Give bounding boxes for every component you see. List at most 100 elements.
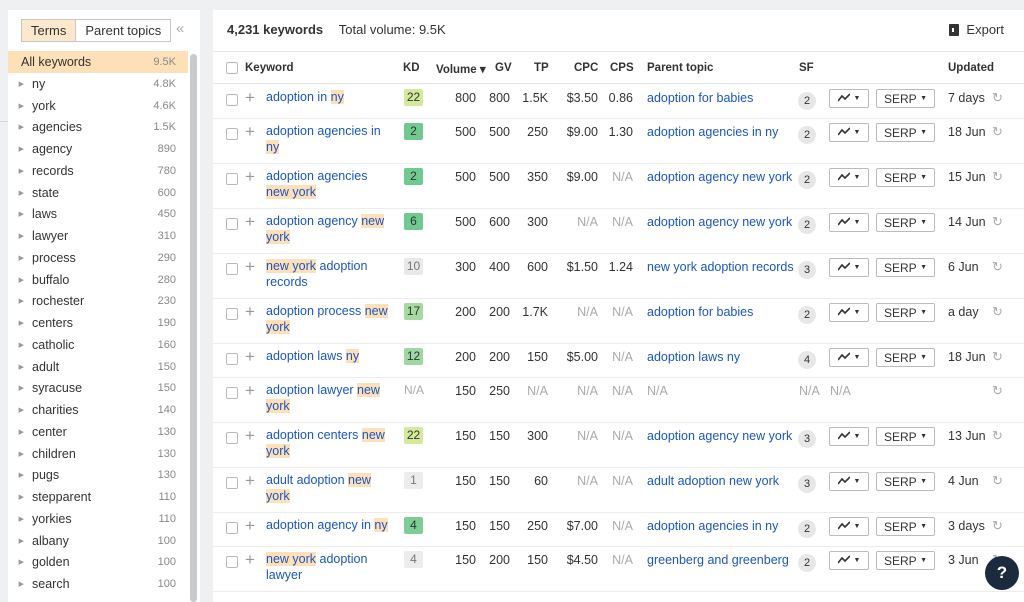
expand-arrow-icon[interactable]: ▶ — [18, 428, 24, 436]
parent-topic-link[interactable]: adoption agencies in ny — [647, 125, 779, 139]
col-kd[interactable]: KD — [403, 62, 420, 74]
expand-arrow-icon[interactable]: ▶ — [18, 102, 24, 110]
sf-count-badge[interactable]: 4 — [798, 351, 816, 369]
term-item[interactable]: ▶ laws 450 — [8, 204, 188, 226]
parent-topic-link[interactable]: adoption agency new york — [647, 170, 793, 184]
expand-arrow-icon[interactable]: ▶ — [18, 341, 24, 349]
trend-dropdown[interactable]: ▼ — [829, 517, 869, 536]
term-item[interactable]: ▶ catholic 160 — [8, 334, 188, 356]
term-item[interactable]: ▶ lawyer 310 — [8, 225, 188, 247]
add-to-list-icon[interactable]: + — [245, 122, 255, 141]
term-item[interactable]: ▶ golden 100 — [8, 552, 188, 574]
keyword-link[interactable]: adoption laws ny — [266, 349, 391, 365]
expand-arrow-icon[interactable]: ▶ — [18, 559, 24, 567]
serp-dropdown[interactable]: SERP ▼ — [876, 517, 935, 536]
row-checkbox[interactable] — [226, 263, 238, 275]
trend-dropdown[interactable]: ▼ — [829, 551, 869, 570]
col-cpc[interactable]: CPC — [574, 62, 599, 74]
term-item[interactable]: ▶ process 290 — [8, 247, 188, 269]
sf-count-badge[interactable]: 3 — [798, 261, 816, 279]
term-item[interactable]: ▶ ny 4.8K — [8, 73, 188, 95]
refresh-icon[interactable]: ↻ — [992, 383, 1003, 398]
sf-count-badge[interactable]: 3 — [798, 475, 816, 493]
tab-terms[interactable]: Terms — [21, 19, 77, 42]
add-to-list-icon[interactable]: + — [245, 302, 255, 321]
row-checkbox[interactable] — [226, 387, 238, 399]
expand-arrow-icon[interactable]: ▶ — [18, 385, 24, 393]
expand-arrow-icon[interactable]: ▶ — [18, 146, 24, 154]
refresh-icon[interactable]: ↻ — [992, 473, 1003, 488]
expand-arrow-icon[interactable]: ▶ — [18, 472, 24, 480]
term-item[interactable]: ▶ buffalo 280 — [8, 269, 188, 291]
sf-count-badge[interactable]: 2 — [798, 171, 816, 189]
col-volume[interactable]: Volume ▾ — [436, 64, 486, 76]
row-checkbox[interactable] — [226, 218, 238, 230]
term-item[interactable]: ▶ centers 190 — [8, 312, 188, 334]
refresh-icon[interactable]: ↻ — [992, 349, 1003, 364]
refresh-icon[interactable]: ↻ — [992, 428, 1003, 443]
parent-topic-link[interactable]: adoption agency new york — [647, 215, 793, 229]
term-item[interactable]: ▶ stepparent 110 — [8, 486, 188, 508]
refresh-icon[interactable]: ↻ — [992, 259, 1003, 274]
add-to-list-icon[interactable]: + — [245, 347, 255, 366]
term-item[interactable]: ▶ charities 140 — [8, 399, 188, 421]
term-item[interactable]: ▶ records 780 — [8, 160, 188, 182]
expand-arrow-icon[interactable]: ▶ — [18, 211, 24, 219]
sf-count-badge[interactable]: 2 — [798, 92, 816, 110]
refresh-icon[interactable]: ↻ — [992, 304, 1003, 319]
parent-topic-link[interactable]: adoption agencies in ny — [647, 519, 779, 533]
keyword-link[interactable]: adoption centers new york — [266, 428, 391, 459]
refresh-icon[interactable]: ↻ — [992, 124, 1003, 139]
expand-arrow-icon[interactable]: ▶ — [18, 537, 24, 545]
expand-arrow-icon[interactable]: ▶ — [18, 320, 24, 328]
trend-dropdown[interactable]: ▼ — [829, 348, 869, 367]
export-button[interactable]: Export — [949, 22, 1004, 37]
col-gv[interactable]: GV — [495, 62, 512, 74]
parent-topic-link[interactable]: adoption for babies — [647, 305, 754, 319]
keyword-link[interactable]: new york adoption records — [266, 259, 391, 290]
expand-arrow-icon[interactable]: ▶ — [18, 450, 24, 458]
serp-dropdown[interactable]: SERP ▼ — [876, 427, 935, 446]
row-checkbox[interactable] — [226, 556, 238, 568]
row-checkbox[interactable] — [226, 173, 238, 185]
keyword-link[interactable]: adoption process new york — [266, 304, 391, 335]
col-updated[interactable]: Updated — [948, 62, 994, 74]
trend-dropdown[interactable]: ▼ — [829, 89, 869, 108]
add-to-list-icon[interactable]: + — [245, 471, 255, 490]
col-tp[interactable]: TP — [534, 62, 549, 74]
serp-dropdown[interactable]: SERP ▼ — [876, 258, 935, 277]
serp-dropdown[interactable]: SERP ▼ — [876, 348, 935, 367]
add-to-list-icon[interactable]: + — [245, 212, 255, 231]
serp-dropdown[interactable]: SERP ▼ — [876, 213, 935, 232]
term-item[interactable]: ▶ center 130 — [8, 421, 188, 443]
parent-topic-link[interactable]: adoption for babies — [647, 91, 754, 105]
expand-arrow-icon[interactable]: ▶ — [18, 80, 24, 88]
refresh-icon[interactable]: ↻ — [992, 214, 1003, 229]
expand-arrow-icon[interactable]: ▶ — [18, 124, 24, 132]
parent-topic-link[interactable]: adoption agency new york — [647, 429, 793, 443]
sf-count-badge[interactable]: 2 — [798, 216, 816, 234]
col-keyword[interactable]: Keyword — [245, 62, 294, 74]
add-to-list-icon[interactable]: + — [245, 167, 255, 186]
parent-topic-link[interactable]: adoption laws ny — [647, 350, 741, 364]
trend-dropdown[interactable]: ▼ — [829, 427, 869, 446]
expand-arrow-icon[interactable]: ▶ — [18, 494, 24, 502]
row-checkbox[interactable] — [226, 128, 238, 140]
serp-dropdown[interactable]: SERP ▼ — [876, 472, 935, 491]
term-item[interactable]: ▶ children 130 — [8, 443, 188, 465]
term-item-all-keywords[interactable]: All keywords 9.5K — [8, 51, 188, 73]
parent-topic-link[interactable]: new york adoption records — [647, 260, 794, 274]
term-item[interactable]: ▶ agencies 1.5K — [8, 117, 188, 139]
serp-dropdown[interactable]: SERP ▼ — [876, 168, 935, 187]
expand-arrow-icon[interactable]: ▶ — [18, 254, 24, 262]
serp-dropdown[interactable]: SERP ▼ — [876, 551, 935, 570]
parent-topic-link[interactable]: adult adoption new york — [647, 474, 780, 488]
row-checkbox[interactable] — [226, 308, 238, 320]
add-to-list-icon[interactable]: + — [245, 426, 255, 445]
trend-dropdown[interactable]: ▼ — [829, 213, 869, 232]
keyword-link[interactable]: adoption agency in ny — [266, 518, 391, 534]
sf-count-badge[interactable]: 2 — [798, 306, 816, 324]
trend-dropdown[interactable]: ▼ — [829, 258, 869, 277]
row-checkbox[interactable] — [226, 477, 238, 489]
select-all-checkbox[interactable] — [226, 62, 238, 74]
